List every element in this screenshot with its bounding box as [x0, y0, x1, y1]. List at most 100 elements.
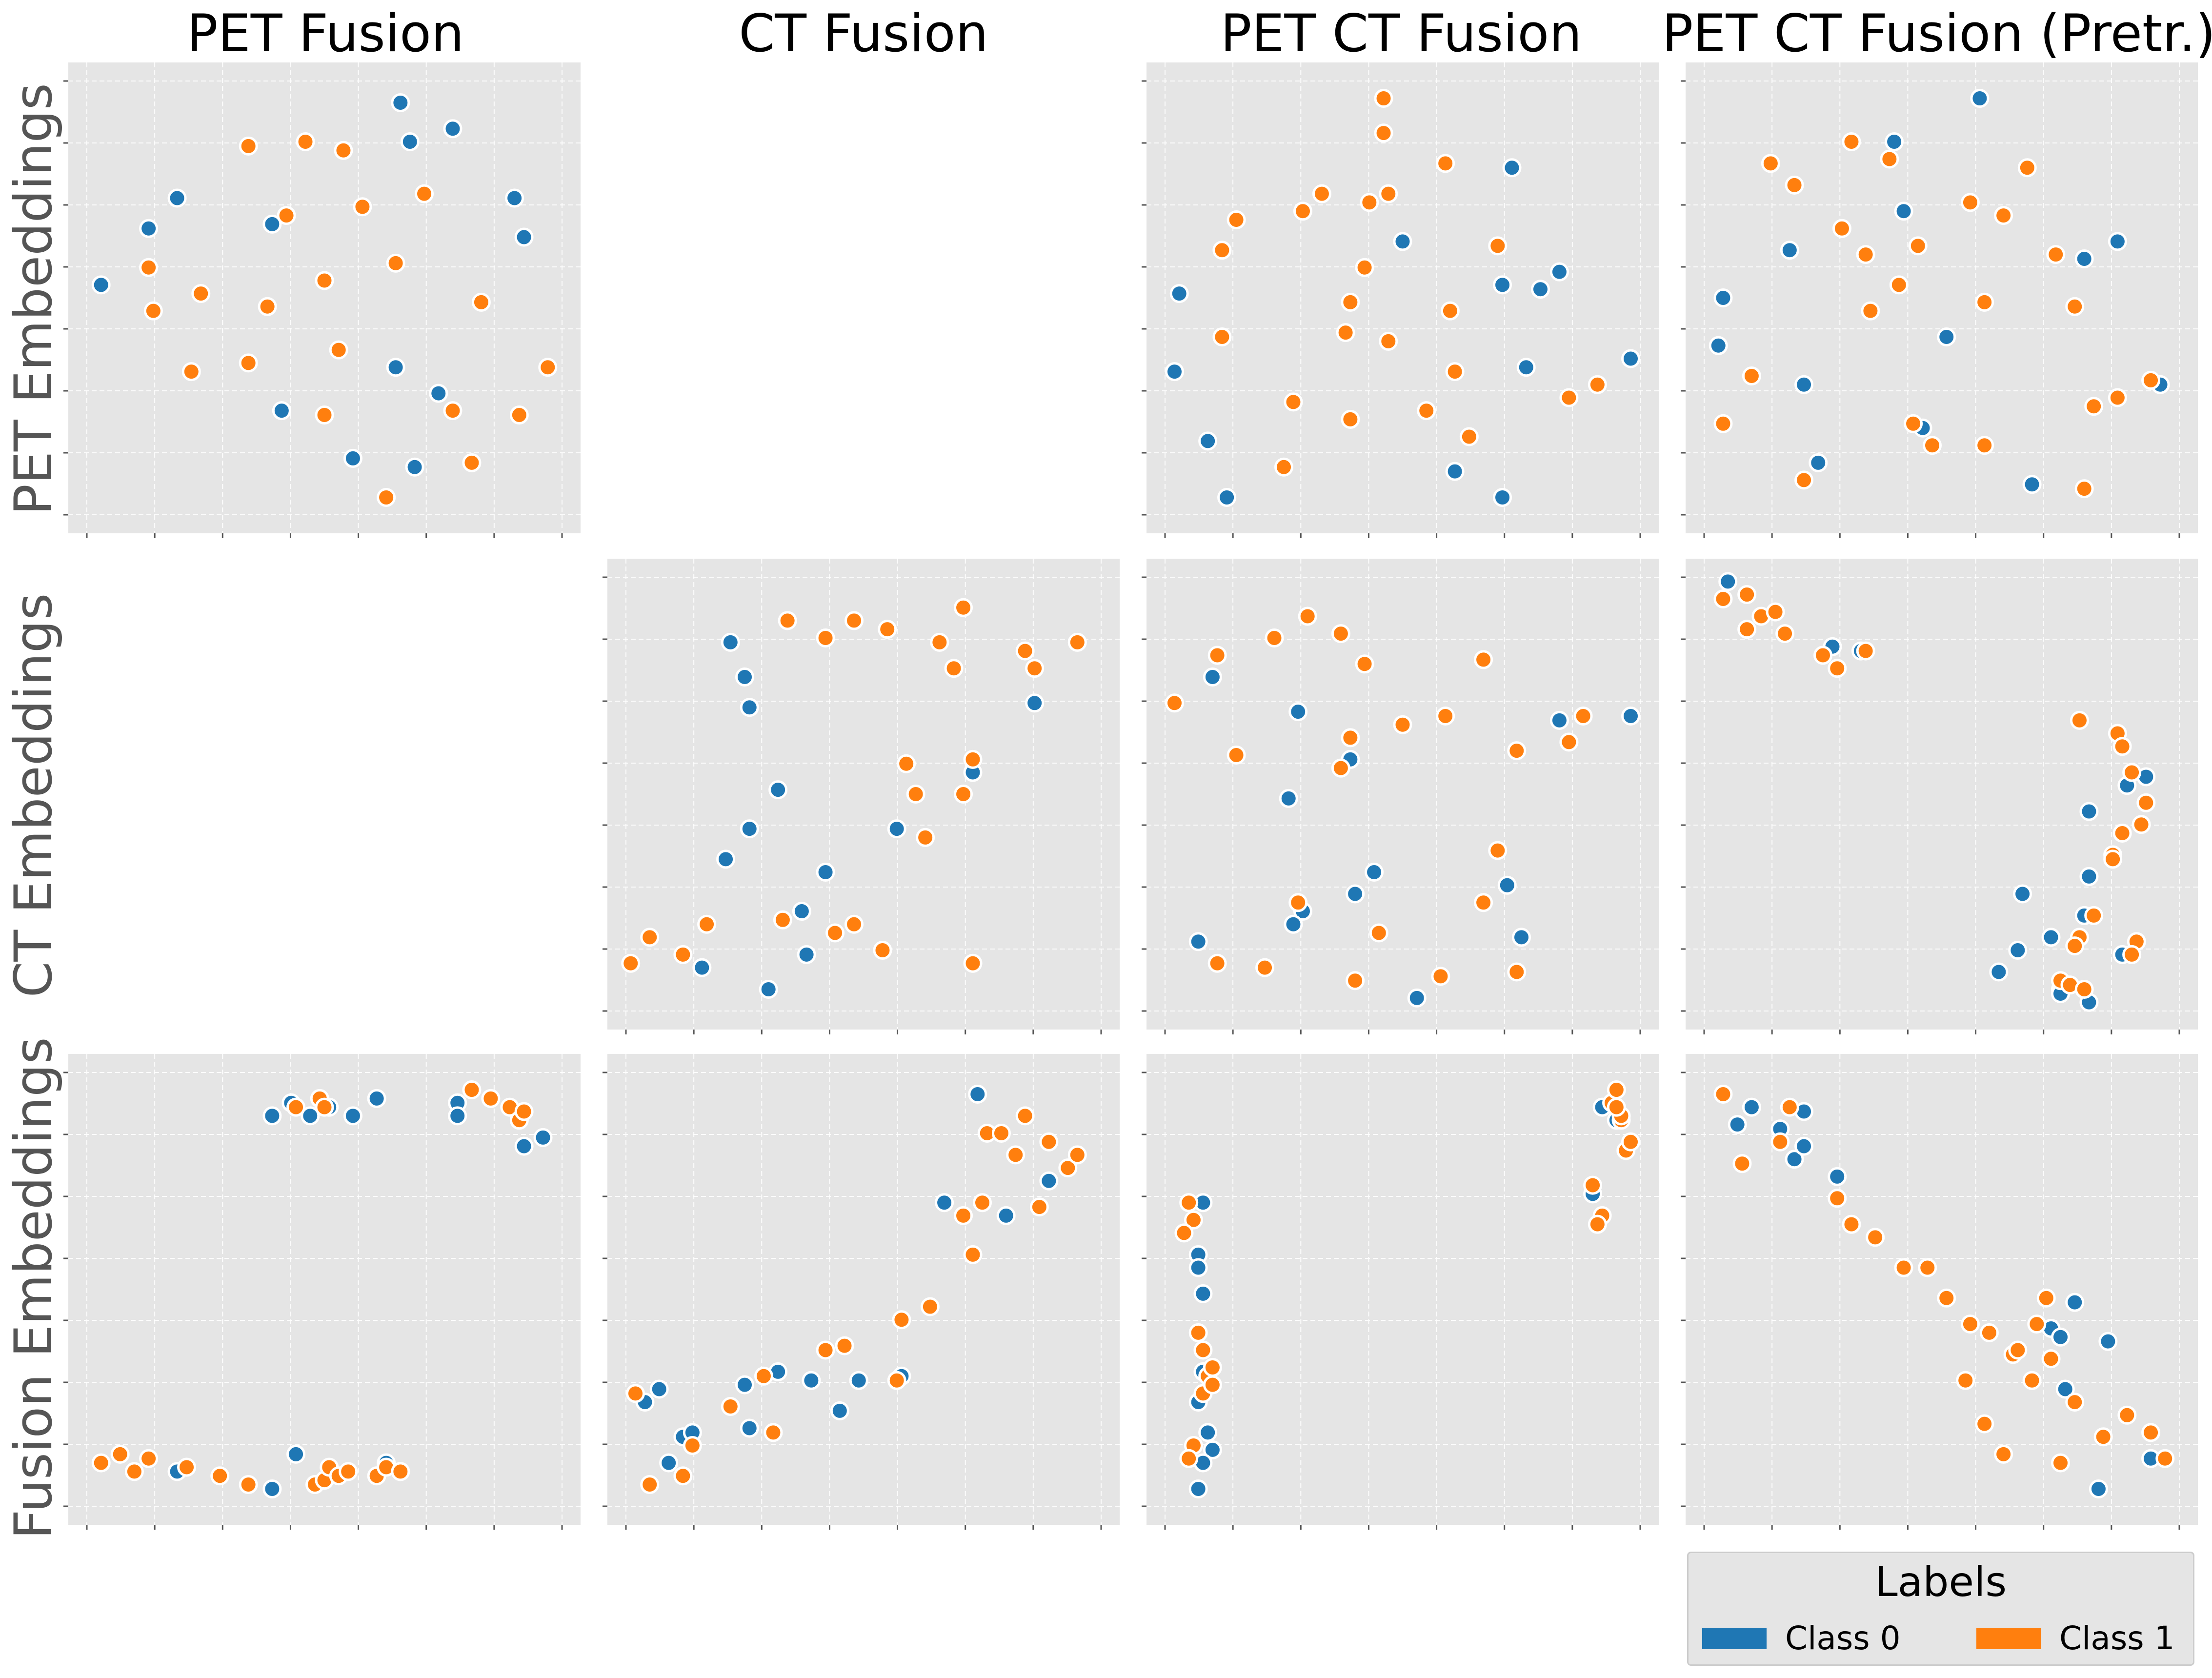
scatter-point-class-1	[334, 141, 353, 160]
scatter-point-class-1	[897, 754, 916, 773]
scatter-point-class-1	[1923, 436, 1942, 455]
scatter-point-class-1	[697, 914, 717, 934]
legend-swatch-class-1	[1976, 1628, 2041, 1649]
scatter-point-class-0	[167, 188, 187, 208]
scatter-point-class-1	[845, 914, 864, 934]
scatter-point-class-0	[2055, 1379, 2075, 1399]
scatter-point-class-1	[2112, 824, 2132, 843]
scatter-point-class-1	[181, 362, 201, 382]
scatter-point-class-1	[1227, 745, 1246, 765]
scatter-point-class-0	[1785, 1150, 1804, 1169]
scatter-point-class-1	[514, 1102, 534, 1121]
scatter-point-class-0	[1025, 693, 1045, 713]
scatter-point-class-1	[1331, 758, 1350, 778]
scatter-point-class-1	[621, 953, 641, 973]
panel-background	[1146, 1054, 1659, 1525]
scatter-point-class-0	[514, 227, 534, 247]
scatter-point-class-1	[963, 953, 983, 973]
scatter-point-class-1	[1828, 1189, 1847, 1208]
panel-r0-c3	[1681, 62, 2198, 538]
panel-r1-c2	[1142, 559, 1659, 1034]
scatter-point-class-1	[906, 785, 925, 804]
scatter-point-class-0	[429, 384, 448, 403]
scatter-point-class-0	[1516, 358, 1536, 377]
scatter-point-class-1	[1559, 388, 1579, 407]
scatter-point-class-0	[2051, 1327, 2070, 1347]
scatter-point-class-1	[1742, 366, 1761, 386]
scatter-point-class-0	[1198, 1423, 1218, 1442]
scatter-point-class-1	[1374, 123, 1393, 143]
scatter-point-class-0	[1794, 1136, 1814, 1156]
scatter-point-class-1	[1341, 409, 1360, 429]
column-titles: PET Fusion CT Fusion PET CT Fusion PET C…	[187, 3, 2212, 63]
scatter-point-class-1	[1474, 893, 1493, 912]
scatter-point-class-0	[443, 119, 463, 139]
scatter-point-class-0	[2079, 802, 2099, 821]
scatter-point-class-1	[778, 611, 797, 630]
scatter-point-class-1	[1067, 1145, 1087, 1165]
scatter-point-class-1	[1794, 470, 1814, 490]
scatter-point-class-1	[2117, 1405, 2137, 1425]
panel-r1-c3	[1681, 559, 2198, 1034]
scatter-point-class-1	[110, 1444, 130, 1464]
scatter-point-class-1	[1174, 1223, 1194, 1243]
scatter-point-class-1	[462, 1080, 482, 1100]
scatter-point-class-1	[1265, 628, 1284, 647]
scatter-point-class-1	[2108, 388, 2127, 407]
scatter-point-class-0	[740, 819, 759, 839]
scatter-point-class-1	[2070, 710, 2089, 730]
row-label-pet-embeddings: PET Embeddings	[3, 83, 63, 515]
scatter-point-class-0	[1728, 1115, 1747, 1134]
scatter-point-class-0	[1497, 875, 1517, 895]
scatter-point-class-1	[963, 749, 983, 769]
scatter-point-class-1	[1780, 1097, 1799, 1117]
scatter-point-class-1	[1346, 971, 1365, 991]
scatter-point-class-0	[1165, 362, 1184, 382]
legend: Labels Class 0 Class 1	[1687, 1552, 2194, 1666]
scatter-point-class-1	[816, 628, 835, 647]
scatter-point-class-0	[759, 980, 778, 999]
scatter-point-class-1	[2008, 1340, 2028, 1360]
scatter-point-class-0	[1885, 132, 1904, 151]
scatter-point-class-1	[754, 1366, 773, 1386]
scatter-point-class-1	[538, 358, 558, 377]
scatter-point-class-1	[1393, 715, 1412, 734]
scatter-point-class-1	[1607, 1097, 1626, 1117]
scatter-point-class-0	[514, 1136, 534, 1156]
scatter-point-class-1	[1842, 132, 1861, 151]
scatter-point-class-0	[1493, 487, 1512, 507]
scatter-point-class-0	[1445, 462, 1465, 481]
scatter-point-class-0	[1989, 962, 2009, 982]
scatter-point-class-1	[1184, 1210, 1203, 1230]
scatter-point-class-0	[768, 780, 788, 800]
scatter-point-class-1	[1889, 275, 1909, 295]
scatter-point-class-0	[1393, 232, 1412, 251]
scatter-point-class-0	[1203, 667, 1222, 687]
scatter-point-class-1	[1440, 301, 1460, 321]
legend-label-class-0: Class 0	[1785, 1619, 1901, 1657]
scatter-point-class-1	[2084, 397, 2104, 416]
scatter-point-class-1	[1341, 728, 1360, 748]
scatter-point-class-1	[1207, 646, 1227, 665]
scatter-point-class-1	[1880, 149, 1899, 169]
scatter-point-class-1	[443, 401, 463, 421]
scatter-point-class-1	[2065, 1393, 2085, 1412]
scatter-point-class-0	[386, 358, 405, 377]
scatter-point-class-0	[1169, 284, 1189, 303]
scatter-point-class-0	[1937, 327, 1956, 347]
scatter-point-class-1	[1713, 1084, 1733, 1104]
scatter-point-class-0	[1407, 988, 1427, 1008]
scatter-point-class-0	[1621, 349, 1641, 368]
scatter-point-class-1	[2017, 158, 2037, 178]
scatter-point-class-1	[2051, 1453, 2070, 1473]
panel-r2-c3	[1681, 1054, 2198, 1530]
scatter-point-class-1	[1179, 1193, 1199, 1213]
scatter-point-class-1	[1573, 706, 1593, 726]
scatter-point-class-1	[2022, 1371, 2042, 1390]
column-title-ct-fusion: CT Fusion	[739, 3, 988, 63]
scatter-point-class-0	[505, 188, 524, 208]
scatter-point-class-1	[1507, 962, 1527, 982]
scatter-point-class-1	[1918, 1258, 1937, 1277]
scatter-point-class-1	[2036, 1288, 2056, 1308]
